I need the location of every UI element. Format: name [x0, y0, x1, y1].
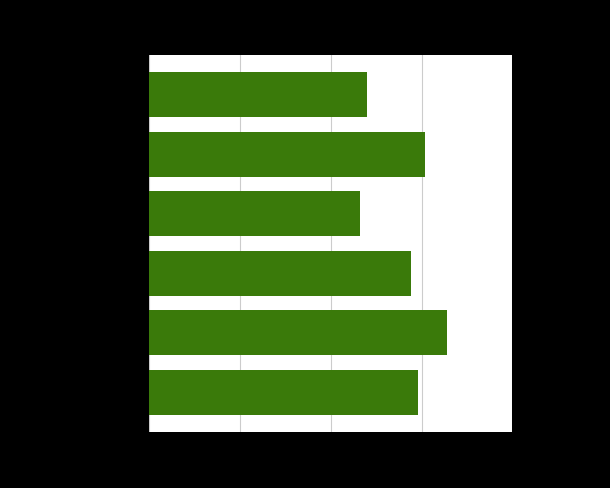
- Bar: [149, 370, 418, 415]
- Bar: [149, 311, 447, 355]
- Bar: [149, 192, 360, 237]
- Bar: [149, 133, 425, 177]
- Bar: [149, 73, 367, 118]
- Bar: [149, 251, 411, 296]
